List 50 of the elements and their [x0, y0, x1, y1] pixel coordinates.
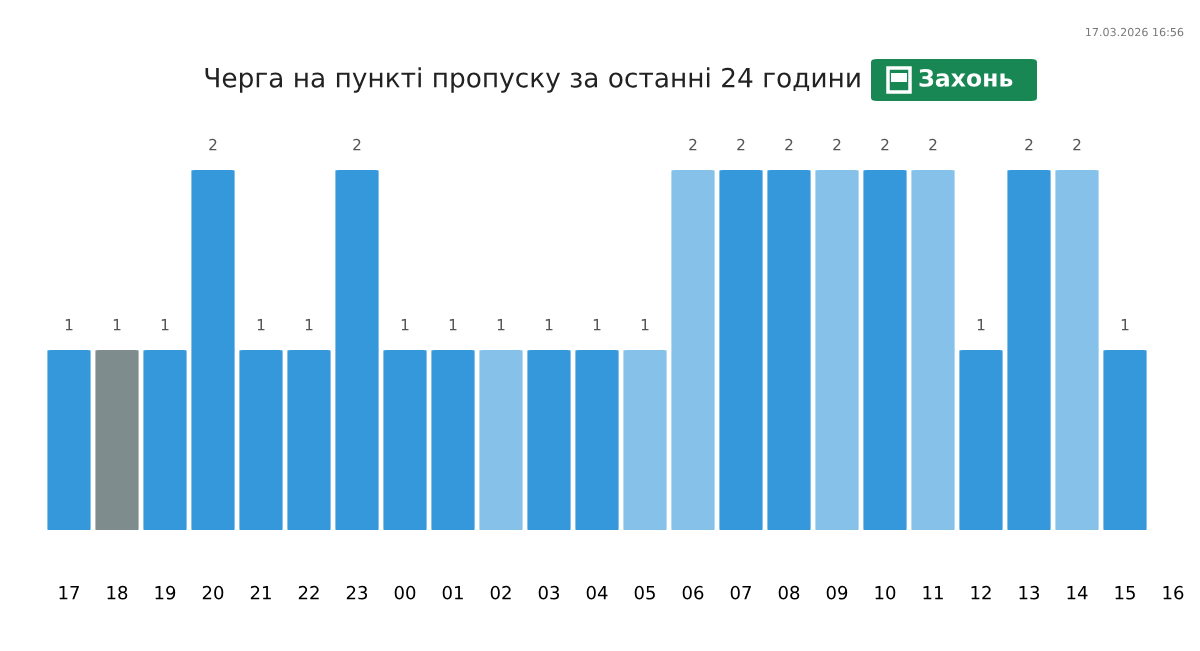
- data-label: 2: [1073, 138, 1081, 151]
- x-tick-label: 11: [923, 586, 943, 600]
- x-tick-label: 21: [250, 585, 271, 600]
- x-tick-label: 20: [202, 585, 224, 600]
- x-tick-label: 02: [490, 585, 511, 600]
- x-tick-label: 18: [107, 585, 128, 600]
- data-label: 2: [1025, 138, 1033, 151]
- x-tick-label: 15: [1115, 586, 1135, 600]
- x-tick-label: 17: [59, 586, 79, 600]
- x-tick-label: 10: [875, 585, 896, 600]
- x-tick-label: 23: [346, 585, 368, 600]
- chart-title: Черга на пункті пропуску за останні 24 години: [205, 67, 860, 93]
- data-label: 1: [977, 319, 985, 331]
- data-label: 2: [833, 138, 841, 151]
- data-label: 1: [161, 319, 169, 331]
- x-tick-label: 00: [394, 585, 416, 600]
- x-tick-label: 14: [1067, 586, 1088, 600]
- data-label: 1: [257, 319, 265, 331]
- x-tick-label: 04: [586, 585, 608, 600]
- data-label: 1: [401, 319, 409, 331]
- data-label: 2: [785, 138, 793, 151]
- data-label: 1: [65, 319, 73, 331]
- data-label: 2: [929, 138, 937, 151]
- data-label: 1: [113, 319, 121, 331]
- x-tick-label: 09: [826, 585, 848, 600]
- data-label: 1: [593, 319, 601, 331]
- data-label: 1: [545, 319, 553, 331]
- x-tick-label: 22: [298, 585, 319, 600]
- x-tick-label: 05: [634, 585, 655, 600]
- x-tick-label: 16: [1163, 585, 1184, 600]
- x-tick-label: 08: [778, 585, 800, 600]
- x-tick-label: 13: [1019, 585, 1040, 600]
- data-label: 1: [305, 319, 313, 331]
- data-label: 1: [1121, 319, 1129, 331]
- x-tick-label: 01: [442, 585, 463, 600]
- data-label: 2: [689, 138, 697, 151]
- chart-subtitle: Захонь: [919, 68, 1013, 87]
- x-tick-label: 03: [538, 585, 560, 600]
- data-label: 1: [497, 319, 505, 331]
- x-tick-label: 06: [682, 585, 704, 600]
- data-label: 2: [353, 138, 361, 151]
- x-tick-label: 19: [155, 585, 176, 600]
- x-tick-label: 07: [730, 585, 751, 600]
- data-label: 2: [881, 138, 889, 151]
- data-label: 1: [449, 319, 457, 331]
- text: 17.03.2026 16:56: [1086, 27, 1184, 37]
- data-label: 2: [209, 138, 217, 151]
- x-tick-label: 12: [971, 585, 991, 600]
- data-label: 2: [737, 138, 745, 151]
- data-label: 1: [641, 319, 649, 331]
